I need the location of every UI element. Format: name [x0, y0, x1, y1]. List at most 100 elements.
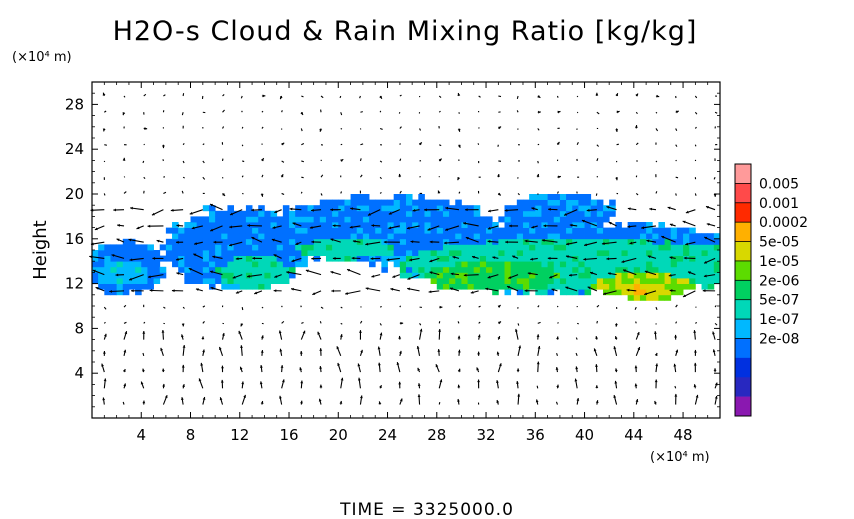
wind-arrow-shaft — [301, 176, 304, 179]
wind-arrow — [202, 305, 206, 308]
wind-arrow-head — [240, 323, 244, 327]
cloud-cell — [639, 272, 647, 279]
wind-arrow-head — [556, 384, 560, 388]
wind-arrow — [254, 290, 263, 295]
wind-arrow — [151, 209, 164, 216]
cloud-cell — [430, 250, 438, 256]
wind-arrow — [661, 235, 676, 243]
wind-arrow — [457, 368, 461, 373]
cloud-cell — [406, 244, 413, 251]
cloud-cell — [529, 261, 536, 268]
cloud-cell — [362, 233, 370, 240]
cloud-cell — [572, 216, 579, 223]
wind-arrow-head — [164, 395, 168, 399]
wind-arrow — [497, 335, 501, 340]
cloud-cell — [264, 261, 271, 268]
cloud-cell — [621, 250, 629, 256]
cloud-cell — [215, 244, 222, 251]
wind-arrow-head — [170, 208, 174, 212]
y-tick-label: 4 — [74, 364, 84, 382]
wind-arrow — [587, 286, 598, 292]
wind-arrow — [614, 336, 618, 340]
wind-arrow — [649, 207, 657, 211]
cloud-cell — [449, 255, 456, 262]
wind-arrow — [291, 257, 302, 263]
cloud-cell — [418, 250, 425, 256]
cloud-cell — [664, 261, 672, 268]
wind-arrow — [320, 193, 323, 196]
cloud-cell — [178, 261, 185, 268]
wind-arrow — [517, 393, 521, 405]
y-tick-label: 12 — [65, 275, 84, 293]
cloud-cell — [104, 255, 111, 262]
wind-arrow — [103, 321, 106, 324]
wind-arrow-head — [202, 397, 206, 400]
cloud-cell — [621, 244, 629, 251]
cloud-cell — [258, 261, 265, 268]
wind-arrow-head — [377, 362, 381, 366]
cloud-cell — [319, 233, 327, 240]
cloud-cell — [110, 283, 118, 290]
cloud-cell — [165, 238, 173, 245]
cloud-cell — [184, 238, 191, 245]
cloud-cell — [535, 194, 542, 200]
cloud-cell — [128, 244, 136, 251]
wind-arrow-head — [564, 212, 568, 216]
wind-arrow — [311, 208, 322, 212]
wind-arrow — [457, 349, 461, 356]
cloud-cell — [683, 227, 690, 234]
cloud-cell — [553, 278, 561, 284]
colorbar-swatch — [735, 183, 751, 204]
cloud-cell — [572, 233, 579, 240]
wind-arrow-head — [537, 95, 541, 98]
cloud-cell — [541, 216, 549, 223]
cloud-cell — [116, 261, 124, 268]
wind-arrow-shaft — [596, 304, 600, 308]
wind-arrow-head — [388, 211, 392, 215]
wind-arrow-head — [161, 145, 165, 149]
wind-arrow — [299, 351, 303, 356]
wind-arrow-shaft — [379, 192, 382, 194]
wind-arrow — [703, 257, 716, 264]
wind-arrow — [188, 267, 204, 276]
cloud-cell — [670, 278, 678, 284]
cloud-cell — [596, 244, 604, 251]
cloud-cell — [319, 222, 327, 228]
wind-arrow-head — [251, 208, 254, 212]
cloud-cell — [147, 261, 154, 268]
cloud-cell — [683, 244, 690, 251]
wind-arrow-head — [613, 395, 617, 398]
cloud-cell — [652, 272, 659, 279]
wind-arrow — [279, 348, 283, 356]
wind-arrow — [292, 222, 302, 227]
colorbar-swatch — [735, 280, 751, 300]
cloud-cell — [172, 238, 179, 245]
colorbar-swatch — [735, 222, 751, 242]
wind-arrow — [675, 128, 678, 131]
cloud-cell — [473, 233, 481, 240]
cloud-cell — [122, 283, 130, 290]
wind-arrow — [595, 400, 599, 405]
cloud-cell — [603, 261, 610, 268]
cloud-cell — [516, 266, 524, 273]
wind-arrow — [537, 95, 541, 99]
wind-arrow-head — [130, 289, 134, 293]
cloud-cell — [559, 261, 567, 268]
wind-arrow-shaft — [182, 176, 185, 179]
cloud-cell — [393, 199, 401, 206]
cloud-cell — [252, 227, 259, 234]
wind-arrow-head — [219, 397, 223, 401]
wind-arrow-head — [357, 377, 361, 381]
cloud-cell — [559, 278, 567, 284]
cloud-cell — [98, 278, 105, 284]
cloud-cell — [424, 199, 432, 206]
wind-arrow-head — [247, 224, 251, 227]
cloud-cell — [110, 278, 118, 284]
wind-arrow-head — [407, 277, 411, 280]
wind-arrow-shaft — [675, 128, 678, 131]
cloud-cell — [695, 244, 702, 251]
cloud-cell — [510, 261, 518, 268]
cloud-cell — [510, 266, 518, 273]
cloud-cell — [362, 210, 370, 217]
wind-arrow-head — [615, 129, 619, 132]
